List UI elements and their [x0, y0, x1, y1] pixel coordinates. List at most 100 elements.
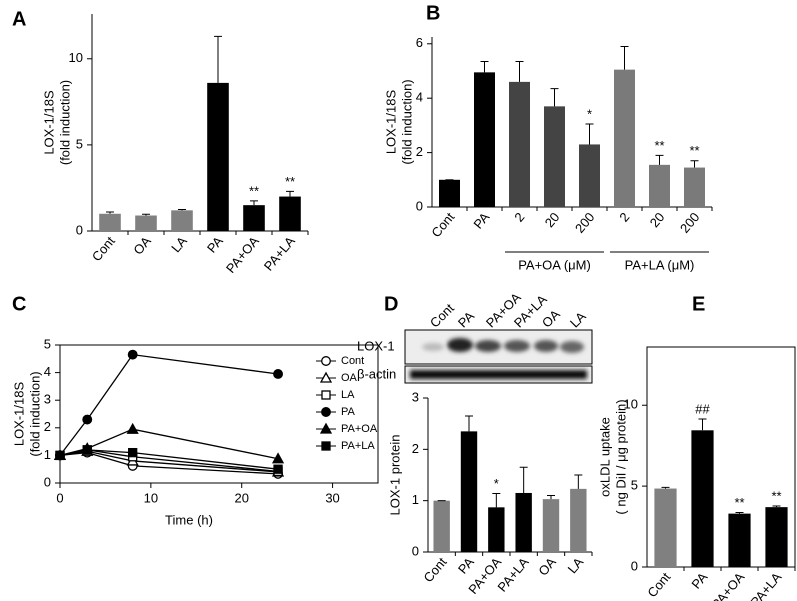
error-bar: [178, 208, 186, 211]
bar: [99, 213, 121, 231]
significance-label: **: [771, 488, 781, 503]
x-tick-label: 30: [325, 490, 339, 505]
legend-label: Cont: [341, 355, 364, 367]
error-bar: [772, 505, 781, 508]
y-tick-label: 5: [76, 136, 83, 151]
bar: [207, 82, 229, 231]
x-tick-label: Cont: [428, 209, 457, 240]
y-tick-label: 0: [412, 543, 419, 558]
point: [273, 464, 283, 474]
x-tick-label: PA+LA: [494, 554, 531, 594]
legend-label: PA+OA: [341, 423, 378, 435]
y-tick-label: 0: [76, 222, 83, 237]
bar: [439, 179, 460, 207]
bar: [544, 106, 565, 207]
x-tick-label: Cont: [420, 554, 449, 585]
y-tick-label: 3: [44, 392, 51, 407]
x-tick-label: 200: [572, 209, 597, 235]
bar: [135, 215, 157, 231]
panel-letter: B: [426, 2, 440, 24]
bar: [649, 164, 670, 207]
y-tick-label: 2: [412, 441, 419, 456]
x-tick-label: OA: [535, 554, 559, 578]
point: [128, 447, 138, 458]
y-axis-label: LOX-1/18S: [11, 382, 26, 447]
legend-marker: [321, 390, 331, 400]
group-label: PA+LA (μM): [625, 257, 695, 272]
series-line: [59, 428, 279, 460]
x-tick-label: 10: [144, 490, 158, 505]
x-tick-label: 20: [234, 490, 248, 505]
row-label: β-actin: [357, 366, 396, 381]
bar: [515, 492, 532, 552]
y-tick-label: 6: [416, 35, 423, 50]
significance-label: ##: [695, 401, 710, 416]
error-bar: [142, 213, 150, 216]
significance-label: **: [249, 183, 259, 198]
blot: [404, 329, 593, 384]
y-axis-label: LOX-1 protein: [387, 435, 402, 516]
point: [271, 452, 285, 464]
significance-label: *: [587, 106, 592, 121]
legend-label: PA+LA: [341, 440, 375, 452]
panel-letter: D: [384, 293, 398, 315]
x-tick-label: PA+LA: [747, 569, 784, 601]
bar: [474, 72, 495, 207]
x-axis-label: Time (h): [165, 512, 213, 527]
y-tick-label: 10: [69, 50, 83, 65]
panel-letter: A: [12, 8, 26, 30]
legend-label: LA: [341, 389, 355, 401]
y-axis-label: oxLDL uptake: [597, 417, 612, 497]
y-tick-label: 3: [412, 389, 419, 404]
bar: [570, 488, 587, 552]
error-bar: [655, 154, 664, 165]
error-bar: [690, 160, 699, 168]
y-tick-label: 4: [44, 364, 51, 379]
y-axis-label: ( ng DiI / μg protein): [613, 399, 628, 514]
y-tick-label: 10: [624, 397, 638, 412]
x-tick-label: PA+LA: [261, 233, 298, 273]
significance-label: **: [285, 174, 295, 189]
bar: [684, 167, 705, 207]
panel-letter: C: [12, 293, 26, 315]
x-tick-label: PA: [470, 209, 492, 231]
legend-marker: [321, 356, 331, 366]
error-bar: [550, 88, 559, 107]
legend-marker: [319, 422, 333, 434]
bar: [509, 81, 530, 207]
error-bar: [735, 511, 744, 514]
y-axis-label: (fold induction): [399, 79, 414, 164]
y-tick-label: 5: [631, 478, 638, 493]
error-bar: [698, 418, 707, 431]
bar: [243, 205, 265, 231]
error-bar: [214, 35, 222, 83]
y-tick-label: 4: [416, 90, 423, 105]
x-tick-label: LA: [168, 233, 190, 255]
panel-letter: E: [692, 293, 705, 315]
error-bar: [661, 486, 670, 489]
group-label: PA+OA (μM): [518, 257, 591, 272]
x-tick-label: 2: [616, 209, 632, 224]
x-tick-label: 2: [511, 209, 527, 224]
error-bar: [492, 492, 501, 508]
point: [55, 450, 65, 461]
point: [82, 445, 92, 455]
y-tick-label: 2: [416, 144, 423, 159]
point: [82, 414, 93, 425]
error-bar: [574, 474, 583, 489]
bar: [433, 500, 450, 552]
error-bar: [585, 123, 594, 145]
lane-label: PA: [455, 308, 477, 330]
bar: [171, 210, 193, 231]
actin-band: [410, 370, 587, 379]
row-label: LOX-1: [357, 338, 395, 353]
series-line: [59, 451, 279, 475]
legend-marker: [321, 441, 331, 451]
lox1-bands: [422, 338, 584, 353]
lane-label: Cont: [427, 300, 457, 330]
legend-marker: [321, 407, 331, 417]
series-line: [59, 353, 279, 456]
bar: [765, 507, 788, 567]
bar: [488, 507, 505, 552]
